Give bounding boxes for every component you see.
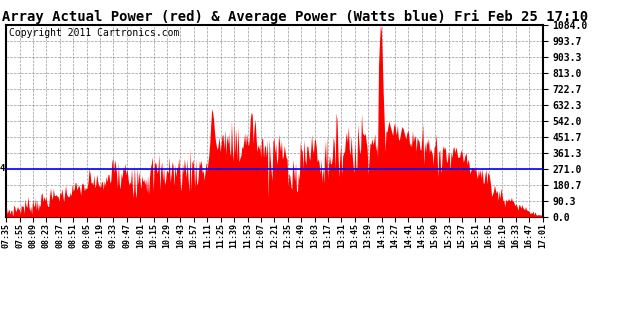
Title: East Array Actual Power (red) & Average Power (Watts blue) Fri Feb 25 17:10: East Array Actual Power (red) & Average … [0, 10, 588, 24]
Text: Copyright 2011 Cartronics.com: Copyright 2011 Cartronics.com [9, 28, 179, 38]
Text: 273.14: 273.14 [0, 164, 6, 173]
